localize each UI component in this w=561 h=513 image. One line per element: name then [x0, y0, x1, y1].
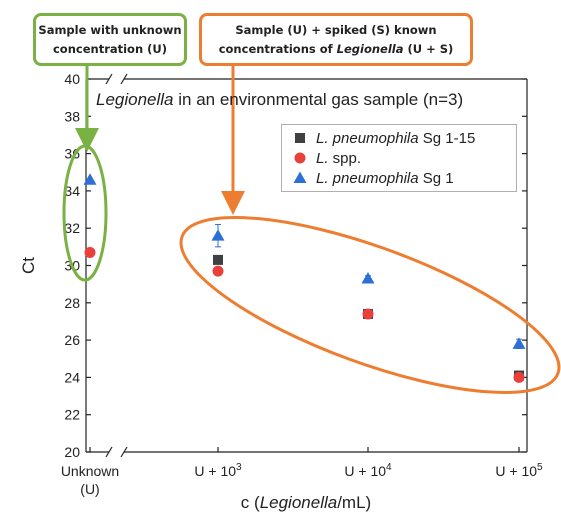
y-tick-label: 26	[64, 332, 80, 348]
legend-entry: L. spp.	[282, 148, 516, 168]
x-ticks: Unknown (U) U + 103 U + 104 U + 105 c (Legion…	[61, 447, 543, 512]
data-point-triangle	[512, 337, 526, 349]
callout-spiked-sample: Sample (U) + spiked (S) known concentrat…	[199, 13, 473, 66]
callout-line: Sample (U) + spiked (S) known	[235, 22, 437, 37]
y-tick-label: 34	[64, 183, 80, 199]
data-point-circle	[212, 265, 224, 277]
annotations	[62, 66, 561, 394]
legend-entry: L. pneumophila Sg 1	[282, 168, 516, 188]
y-tick-label: 40	[64, 71, 80, 87]
x-tick-label: Unknown	[61, 463, 119, 479]
x-tick-label: U + 103	[194, 462, 242, 479]
y-axis-label: Ct	[19, 257, 38, 274]
x-tick-label: U + 105	[495, 462, 543, 479]
legend-marker-shape	[293, 171, 307, 183]
axis-break-mark	[105, 73, 113, 85]
legend-entry: L. pneumophila Sg 1-15	[282, 128, 516, 148]
highlight-ellipse-spiked	[179, 216, 561, 394]
axis-break-mark	[120, 446, 128, 458]
chart-title: Legionella in an environmental gas sampl…	[96, 90, 464, 109]
legend-marker	[290, 168, 316, 188]
callout-line: Sample with unknown	[38, 22, 182, 37]
y-tick-label: 28	[64, 295, 80, 311]
callout-unknown-sample: Sample with unknown concentration (U)	[33, 13, 187, 66]
y-tick-label: 24	[64, 369, 80, 385]
legend-label: L. pneumophila Sg 1-15	[316, 129, 476, 147]
x-tick-label-line2: (U)	[80, 481, 99, 497]
axis-break-mark	[120, 73, 128, 85]
data-point-triangle	[83, 173, 97, 185]
data-point-circle	[362, 308, 374, 320]
legend-label: L. pneumophila Sg 1	[316, 169, 454, 187]
data-point-circle	[84, 246, 96, 258]
data-point-triangle	[361, 272, 375, 284]
legend-marker	[290, 128, 316, 148]
y-tick-label: 20	[64, 444, 80, 460]
callout-line: concentrations of Legionella (U + S)	[218, 41, 454, 56]
legend: L. pneumophila Sg 1-15 L. spp. L. pneumoph…	[281, 124, 517, 192]
highlight-ellipse-unknown	[62, 144, 108, 282]
y-tick-label: 32	[64, 220, 80, 236]
x-tick-label: U + 104	[344, 462, 392, 479]
x-axis-label: c (Legionella/mL)	[241, 493, 371, 512]
data-point-triangle	[211, 229, 225, 241]
legend-marker	[290, 148, 316, 168]
callout-line: concentration (U)	[52, 41, 168, 56]
axis-break-mark	[105, 446, 113, 458]
legend-label: L. spp.	[316, 149, 362, 167]
legend-marker-shape	[295, 133, 305, 143]
data-points	[83, 173, 526, 383]
legend-marker-shape	[294, 152, 306, 164]
y-tick-label: 38	[64, 108, 80, 124]
y-tick-label: 22	[64, 407, 80, 423]
data-point-square	[213, 254, 223, 265]
data-point-circle	[513, 371, 525, 383]
